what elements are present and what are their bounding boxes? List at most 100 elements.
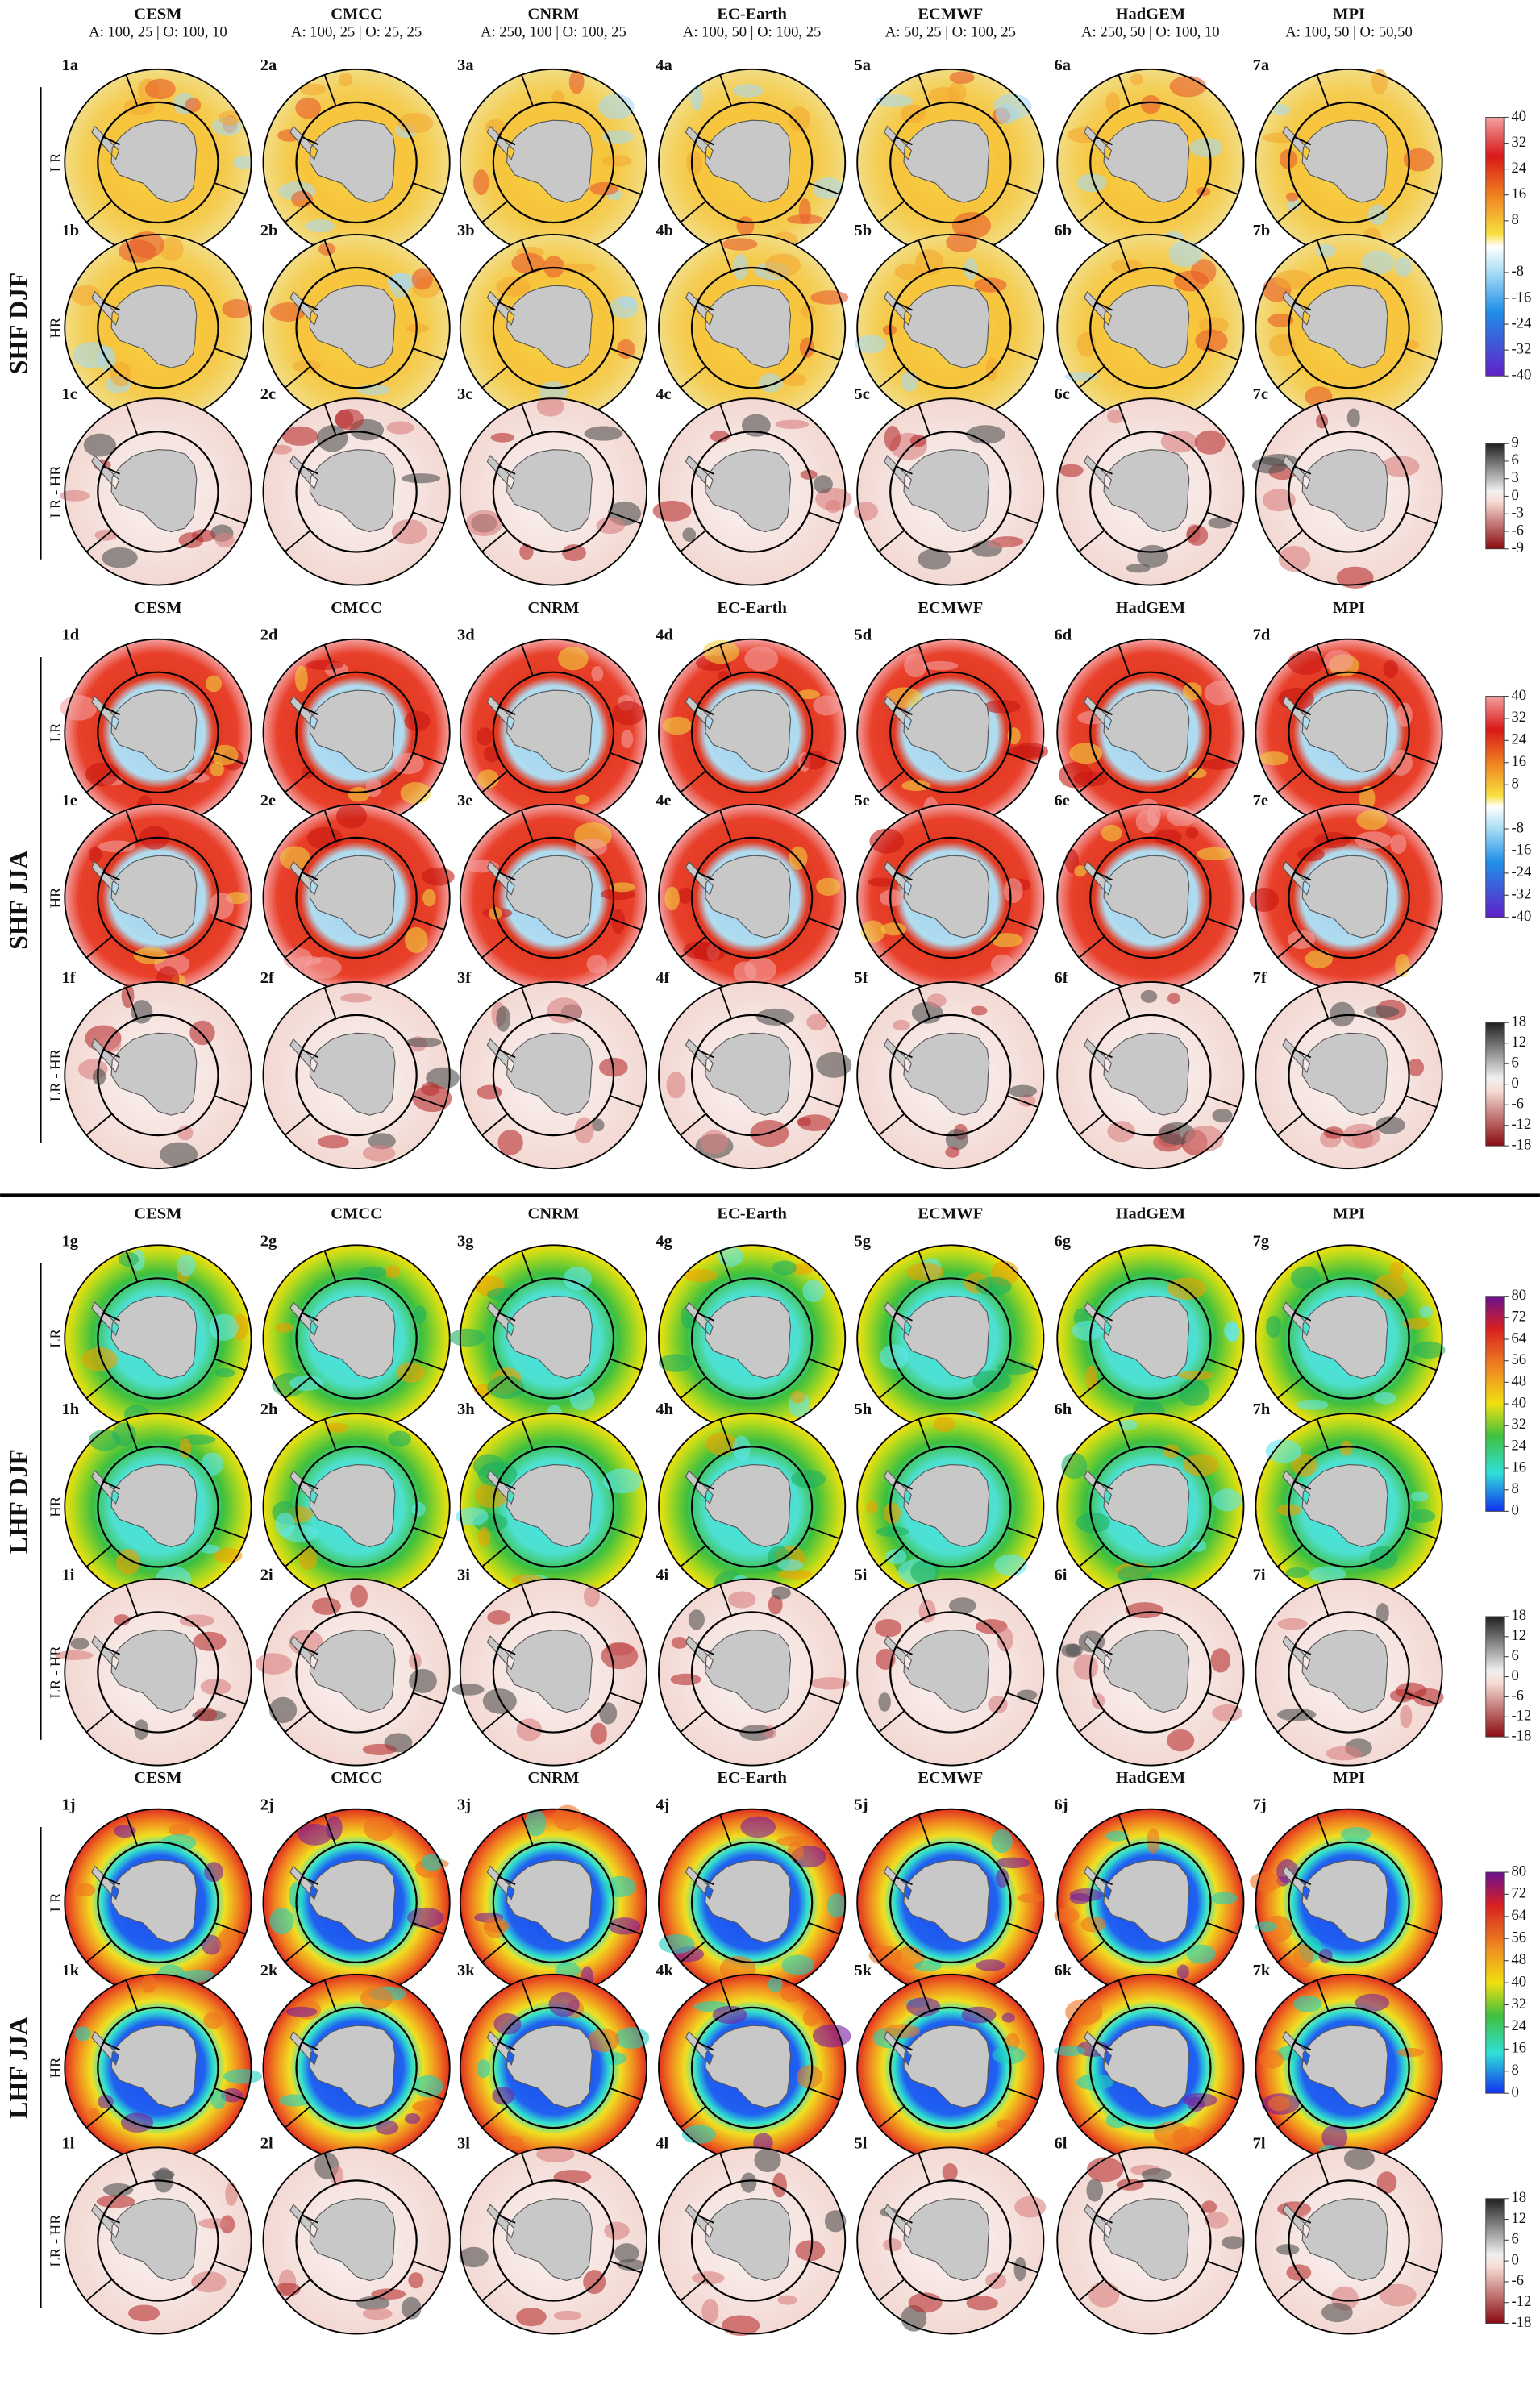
map-patch — [295, 97, 322, 119]
map-patch — [306, 219, 335, 233]
map-patch — [1069, 1892, 1091, 1904]
inner-ring — [1089, 1277, 1212, 1400]
antarctica — [1084, 689, 1190, 773]
inner-ring — [1288, 1446, 1410, 1568]
colorbar-tick-label: 6 — [1511, 1055, 1518, 1072]
inner-ring — [295, 101, 418, 224]
map-panel — [459, 1973, 650, 2162]
map-patch — [114, 1614, 131, 1626]
map-patch — [339, 73, 353, 87]
model-header: CMCC — [331, 5, 382, 23]
map-patch — [1293, 1996, 1322, 2012]
colorbar — [1485, 1022, 1505, 1147]
map-panel — [459, 2146, 647, 2335]
map-patch — [1201, 2200, 1217, 2213]
map-patch — [563, 1267, 593, 1291]
panel-label: 3k — [457, 1962, 475, 1979]
map-patch — [775, 419, 810, 429]
map-patch — [1195, 329, 1228, 352]
map-patch — [1400, 1704, 1413, 1729]
sector-line — [481, 770, 508, 793]
inner-ring — [1288, 1277, 1410, 1400]
outer-ring — [1255, 980, 1443, 1170]
sector-line — [1118, 1814, 1131, 1846]
block-label: SHF DJF — [4, 273, 32, 374]
sector-line — [918, 1584, 931, 1617]
map-patch — [710, 431, 730, 443]
map-patch — [1186, 1944, 1216, 1964]
map-patch — [1255, 1921, 1278, 1933]
colorbar-tick-label: 64 — [1511, 1907, 1526, 1924]
map-patch — [681, 2125, 716, 2144]
antarctica — [289, 2025, 396, 2108]
outer-ring — [1255, 398, 1443, 586]
colorbar-tick-label: 6 — [1511, 2231, 1518, 2248]
map-patch — [1018, 1094, 1036, 1107]
map-patch — [596, 517, 626, 535]
map-patch — [806, 1014, 828, 1030]
sector-line — [680, 1940, 707, 1963]
map-patch — [1190, 137, 1223, 158]
model-header: CESM — [134, 599, 181, 617]
sector-line — [697, 1875, 714, 1886]
panel-label: 2c — [260, 385, 276, 403]
panel-label: 3l — [457, 2134, 470, 2152]
inner-ring — [295, 1014, 418, 1137]
map-patch — [1292, 1944, 1313, 1969]
map-patch — [797, 1117, 812, 1126]
map-patch — [89, 846, 102, 864]
model-header: HadGEM — [1116, 1769, 1186, 1787]
map-patch — [1013, 2256, 1027, 2282]
sector-line — [214, 1921, 246, 1935]
map-patch — [271, 444, 293, 455]
map-patch — [1276, 1708, 1317, 1721]
colorbar-tick-label: -6 — [1511, 1688, 1524, 1704]
map-patch — [1130, 73, 1143, 85]
map-patch — [797, 2064, 822, 2089]
antarctica — [1282, 119, 1388, 203]
colorbar-tick-label: 32 — [1511, 1996, 1526, 2012]
map-panel — [855, 232, 1045, 422]
sector-line — [214, 348, 246, 361]
map-patch — [411, 1501, 426, 1517]
map-patch — [75, 1883, 96, 1897]
sector-line — [808, 2260, 840, 2274]
colorbar-tick-label: 40 — [1511, 687, 1526, 704]
map-patch — [918, 1599, 936, 1623]
model-header: HadGEM — [1116, 1205, 1186, 1223]
sector-line — [719, 987, 732, 1019]
sector-line — [1316, 810, 1330, 842]
sector-line — [284, 935, 311, 959]
inner-ring — [492, 1014, 615, 1137]
sector-line — [1294, 136, 1312, 146]
inner-ring — [690, 1277, 814, 1400]
map-patch — [330, 2166, 344, 2186]
antarctica — [486, 1032, 593, 1116]
sector-line — [284, 1545, 311, 1567]
map-patch — [558, 646, 589, 671]
map-patch — [1185, 826, 1199, 839]
map-patch — [587, 2028, 620, 2053]
sector-line — [1006, 751, 1038, 765]
map-panel — [856, 980, 1045, 1170]
inner-ring — [1288, 1611, 1410, 1734]
block-label: SHF JJA — [4, 851, 32, 950]
map-patch — [971, 1005, 988, 1016]
antarctica — [289, 689, 396, 773]
sector-line — [521, 987, 534, 1019]
map-patch — [1061, 1452, 1088, 1480]
map-patch — [946, 232, 978, 253]
sector-line — [1294, 2042, 1312, 2051]
antarctica — [91, 285, 198, 368]
sector-line — [808, 1095, 840, 1108]
model-header: CESM — [134, 5, 181, 23]
panel-label: 5l — [854, 2134, 867, 2152]
sector-line — [1095, 302, 1113, 311]
map-patch — [1288, 650, 1325, 675]
antarctica — [884, 855, 990, 939]
antarctica — [486, 285, 593, 368]
sector-line — [697, 2042, 714, 2051]
sector-line — [680, 1710, 707, 1733]
colorbar-tick-label: 16 — [1511, 1459, 1526, 1476]
